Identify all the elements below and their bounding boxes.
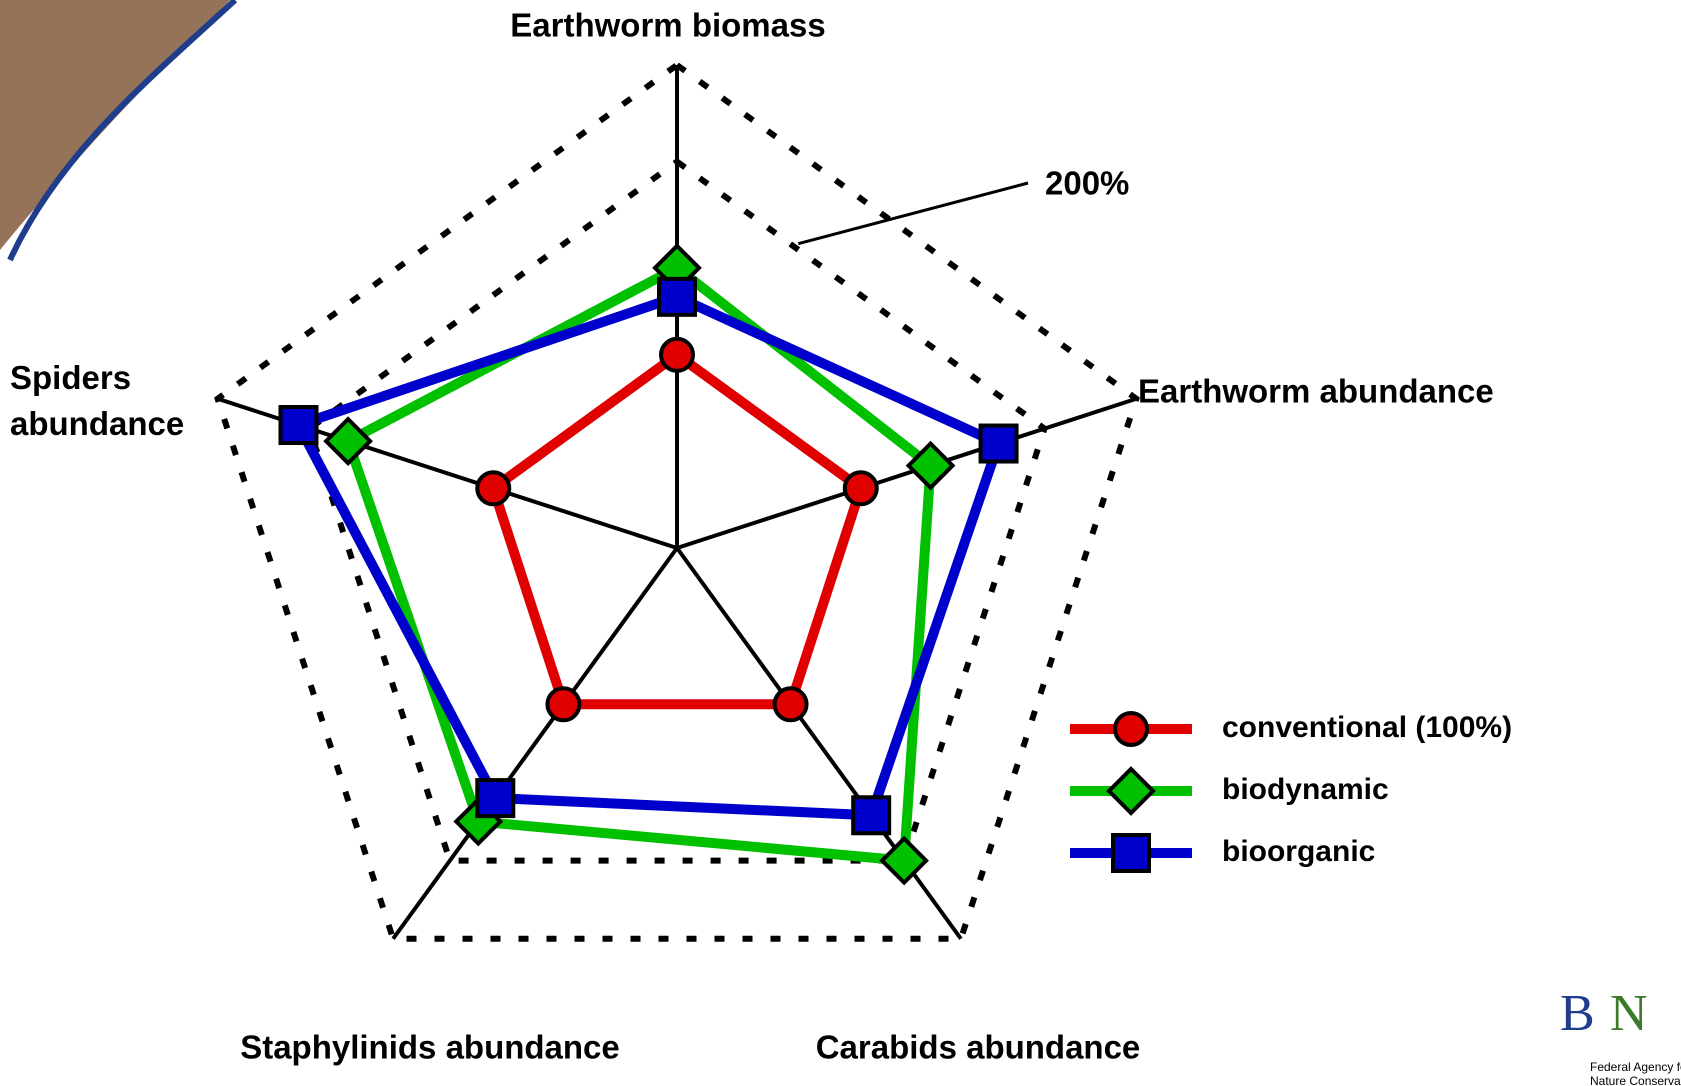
data-point (659, 279, 695, 315)
bfn-logo: B N Federal Agency for Nature Conservati… (1560, 985, 1681, 1086)
svg-text:B: B (1560, 985, 1595, 1042)
data-point (882, 839, 926, 883)
legend-label: biodynamic (1222, 773, 1389, 806)
data-point (853, 797, 889, 833)
ring-label: 200% (1045, 165, 1129, 202)
data-point (981, 426, 1017, 462)
series-line (348, 268, 930, 861)
legend-marker (1115, 713, 1147, 745)
axis-line (677, 399, 1136, 548)
svg-text:Federal Agency for: Federal Agency for (1590, 1060, 1681, 1074)
data-point (547, 688, 579, 720)
data-point (661, 339, 693, 371)
category-label: Earthworm biomass (510, 7, 825, 44)
data-point (477, 780, 513, 816)
data-point (775, 688, 807, 720)
data-point (845, 472, 877, 504)
category-label: Staphylinids abundance (240, 1029, 620, 1066)
svg-text:Nature Conservation: Nature Conservation (1590, 1074, 1681, 1086)
data-point (280, 407, 316, 443)
annotation-leader (798, 183, 1028, 244)
legend-label: bioorganic (1222, 835, 1375, 868)
legend-label: conventional (100%) (1222, 711, 1512, 744)
legend-marker (1109, 769, 1153, 813)
category-label: Carabids abundance (816, 1029, 1141, 1066)
data-point (477, 472, 509, 504)
chart: B N Federal Agency for Nature Conservati… (0, 0, 1681, 1086)
legend-marker (1113, 835, 1149, 871)
svg-text:N: N (1610, 985, 1648, 1042)
category-label: Earthworm abundance (1138, 373, 1494, 410)
data-point (326, 419, 370, 463)
